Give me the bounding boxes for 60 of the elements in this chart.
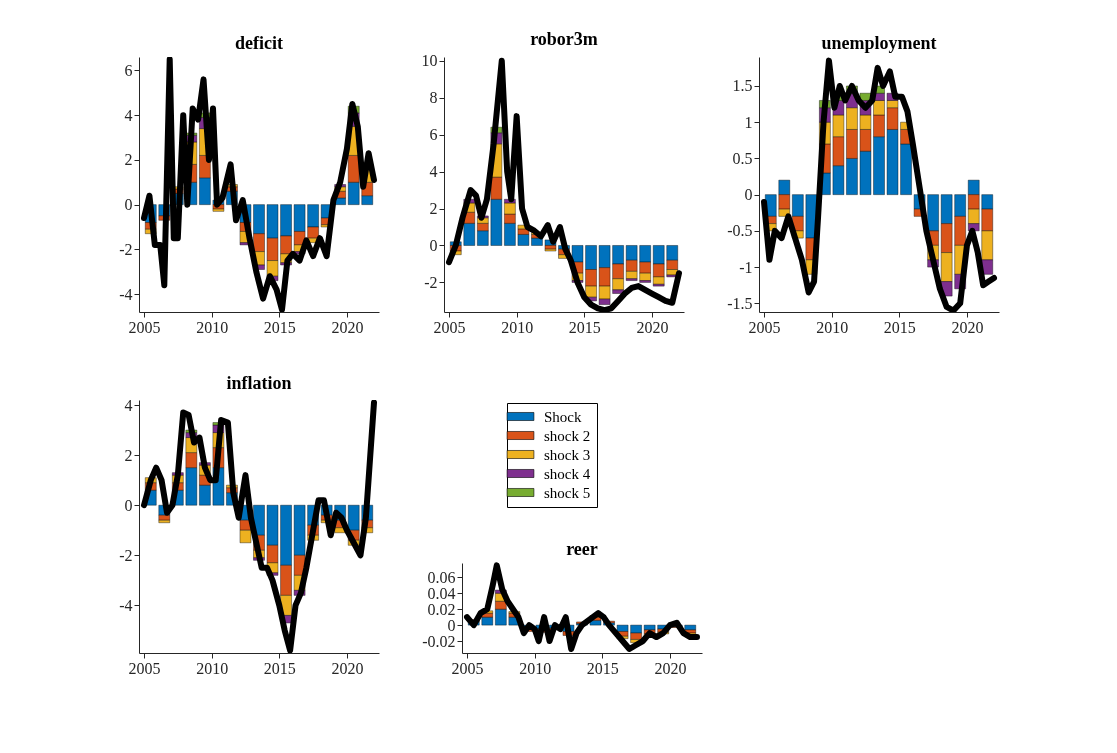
x-tick-label: 2015 (263, 318, 296, 336)
y-tick-label: -0.5 (727, 222, 753, 240)
y-tick-label: 2 (429, 200, 438, 218)
y-tick-label: 0.02 (427, 600, 456, 618)
x-tick-label: 2015 (586, 659, 619, 677)
y-tick-label: 4 (124, 106, 133, 124)
y-tick-label: 1 (744, 113, 753, 131)
legend-label: shock 4 (544, 465, 591, 482)
x-tick-label: 2005 (451, 659, 484, 677)
y-tick-label: -2 (119, 546, 133, 564)
x-tick-label: 2005 (128, 659, 161, 677)
x-tick-label: 2010 (196, 318, 229, 336)
y-tick-label: 0 (744, 186, 753, 204)
y-tick-label: 0 (124, 196, 133, 214)
chart-title: deficit (235, 33, 283, 53)
x-tick-label: 2015 (883, 318, 916, 336)
chart-title: robor3m (530, 28, 598, 49)
y-tick-label: 0 (124, 496, 133, 514)
y-tick-label: 0.04 (427, 584, 456, 602)
y-tick-label: -2 (119, 240, 133, 258)
x-tick-label: 2010 (501, 318, 534, 336)
y-tick-label: 0 (429, 236, 438, 254)
x-tick-label: 2015 (568, 318, 601, 336)
y-tick-label: 6 (124, 61, 133, 79)
x-tick-label: 2005 (433, 318, 466, 336)
y-tick-label: -1 (739, 258, 753, 276)
x-tick-label: 2005 (128, 318, 161, 336)
y-tick-label: 4 (429, 163, 438, 181)
y-tick-label: -4 (119, 285, 133, 303)
y-tick-label: 0 (447, 616, 456, 634)
y-tick-label: -2 (424, 273, 438, 291)
x-tick-label: 2020 (331, 318, 364, 336)
x-tick-label: 2020 (331, 659, 364, 677)
y-tick-label: 10 (421, 52, 438, 70)
x-tick-label: 2010 (519, 659, 552, 677)
y-tick-label: -1.5 (727, 294, 753, 312)
y-tick-label: 6 (429, 126, 438, 144)
y-tick-label: 1.5 (732, 77, 753, 95)
chart-title: reer (566, 539, 598, 559)
y-tick-label: -0.02 (422, 632, 456, 650)
y-tick-label: 8 (429, 89, 438, 107)
y-tick-label: 2 (124, 151, 133, 169)
legend-label: shock 3 (544, 446, 591, 463)
y-tick-label: 4 (124, 396, 133, 414)
legend-label: shock 2 (544, 427, 591, 444)
y-tick-label: 0.5 (732, 149, 753, 167)
y-tick-label: 2 (124, 446, 133, 464)
y-tick-label: 0.06 (427, 568, 456, 586)
chart-title: unemployment (821, 33, 937, 53)
x-tick-label: 2020 (654, 659, 687, 677)
legend-label: shock 5 (544, 484, 591, 501)
x-tick-label: 2010 (196, 659, 229, 677)
chart-title: inflation (226, 373, 292, 394)
legend-label: Shock (544, 408, 582, 425)
x-tick-label: 2020 (636, 318, 669, 336)
x-tick-label: 2020 (951, 318, 984, 336)
x-tick-label: 2005 (748, 318, 781, 336)
x-tick-label: 2010 (816, 318, 849, 336)
x-tick-label: 2015 (263, 659, 296, 677)
y-tick-label: -4 (119, 596, 133, 614)
